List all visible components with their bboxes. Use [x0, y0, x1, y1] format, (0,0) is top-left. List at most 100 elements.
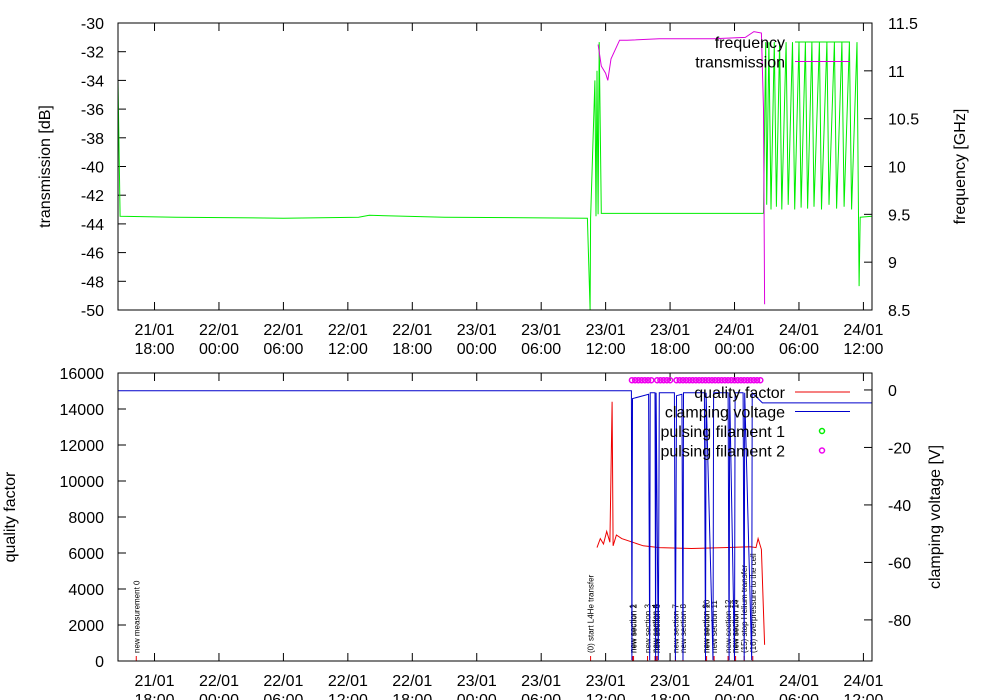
point — [666, 376, 674, 384]
x-tick-label-line: 22/01 — [263, 673, 303, 690]
x-tick-label-line: 23/01 — [521, 322, 561, 339]
y-axis-label: quality factor — [2, 471, 19, 562]
x-tick-label: 24/01 06:00 — [779, 322, 819, 358]
y-tick-label: -32 — [81, 45, 104, 62]
x-tick-label-line: 18:00 — [650, 341, 690, 358]
legend-symbol — [818, 447, 826, 454]
series-line — [118, 390, 872, 661]
x-tick-label: 23/01 12:00 — [586, 673, 626, 700]
point — [740, 376, 748, 384]
point — [750, 376, 758, 384]
x-tick-label-line: 24/01 — [843, 673, 883, 690]
point — [734, 376, 741, 384]
x-tick-label-line: 06:00 — [263, 692, 303, 700]
y-axis-label: transmission [dB] — [37, 105, 54, 228]
x-tick-label-line: 24/01 — [779, 673, 819, 690]
y-tick-label: 12000 — [60, 438, 105, 455]
point — [648, 376, 655, 384]
x-tick-label: 21/01 18:00 — [134, 322, 174, 358]
plot-border — [117, 372, 873, 662]
y2-tick-label: -40 — [888, 498, 911, 515]
point — [689, 376, 696, 384]
x-tick-label-line: 23/01 — [586, 673, 626, 690]
x-tick-label-line: 06:00 — [521, 692, 561, 700]
x-tick-label: 22/01 00:00 — [199, 322, 239, 358]
point — [695, 376, 703, 384]
x-tick-label: 24/01 00:00 — [714, 673, 754, 700]
point — [728, 376, 735, 384]
x-tick-label: 22/01 06:00 — [263, 673, 303, 700]
x-tick-label-line: 12:00 — [328, 692, 368, 700]
annotation: new measurement 0 — [132, 580, 141, 653]
series-line — [597, 31, 766, 305]
y2-tick-label: 8.5 — [888, 303, 910, 320]
y-tick-label: -44 — [81, 217, 104, 234]
legend-label: quality factor — [694, 385, 785, 402]
annotation: new section 10 — [703, 599, 712, 653]
x-tick-label-line: 18:00 — [392, 692, 432, 700]
y-tick-label: -48 — [81, 274, 104, 291]
x-tick-label: 22/01 18:00 — [392, 673, 432, 700]
y-tick-label: 4000 — [68, 582, 104, 599]
x-tick-label-line: 22/01 — [263, 322, 303, 339]
y2-tick-label: 9.5 — [888, 207, 910, 224]
y-tick-label: 6000 — [68, 546, 104, 563]
x-tick-label: 22/01 12:00 — [328, 673, 368, 700]
point — [673, 376, 680, 384]
point — [657, 376, 664, 384]
x-tick-label-line: 23/01 — [650, 322, 690, 339]
x-tick-label-line: 22/01 — [199, 673, 239, 690]
y-tick-label: 0 — [95, 654, 104, 671]
x-tick-label: 24/01 12:00 — [843, 673, 883, 700]
point — [731, 376, 738, 384]
x-tick-label-line: 22/01 — [199, 322, 239, 339]
x-tick-label: 23/01 00:00 — [457, 322, 497, 358]
x-tick-label: 24/01 00:00 — [714, 322, 754, 358]
annotation: new section 5 — [652, 604, 661, 653]
y2-axis-label: frequency [GHz] — [952, 109, 969, 225]
x-tick-label-line: 18:00 — [134, 692, 174, 700]
y-tick-label: -40 — [81, 160, 104, 177]
legend-label: transmission — [695, 55, 785, 72]
x-tick-label-line: 22/01 — [328, 322, 368, 339]
x-tick-label-line: 18:00 — [650, 692, 690, 700]
y-tick-label: 16000 — [60, 366, 105, 383]
x-tick-label-line: 00:00 — [457, 692, 497, 700]
y-tick-label: 14000 — [60, 402, 105, 419]
x-tick-label-line: 06:00 — [521, 341, 561, 358]
point — [753, 376, 761, 384]
point — [715, 376, 722, 384]
point — [757, 376, 764, 384]
y-tick-label: -36 — [81, 102, 104, 119]
y2-tick-label: -20 — [888, 440, 911, 457]
x-tick-label-line: 24/01 — [714, 673, 754, 690]
y2-tick-label: 10 — [888, 160, 906, 177]
point — [702, 376, 709, 384]
y-tick-label: 10000 — [60, 474, 105, 491]
y-tick-label: 8000 — [68, 510, 104, 527]
x-tick-label-line: 23/01 — [650, 673, 690, 690]
y2-tick-label: 11 — [888, 64, 905, 81]
legend-label: frequency — [715, 35, 785, 52]
x-tick-label: 23/01 00:00 — [457, 673, 497, 700]
point — [711, 376, 719, 384]
x-tick-label-line: 22/01 — [328, 673, 368, 690]
y-tick-label: -50 — [81, 303, 104, 320]
point — [631, 376, 639, 384]
legend-symbol — [818, 427, 826, 435]
x-tick-label-line: 00:00 — [457, 341, 497, 358]
x-tick-label: 23/01 12:00 — [586, 322, 626, 358]
point — [641, 376, 649, 384]
y2-tick-label: -60 — [888, 555, 911, 572]
y-tick-label: 2000 — [68, 618, 104, 635]
x-tick-label: 21/01 18:00 — [134, 673, 174, 700]
x-tick-label-line: 12:00 — [328, 341, 368, 358]
annotation: new section 3 — [644, 604, 653, 653]
x-tick-label-line: 23/01 — [457, 322, 497, 339]
point — [737, 376, 745, 384]
y2-tick-label: 11.5 — [888, 16, 918, 33]
point — [699, 376, 706, 384]
x-tick-label-line: 12:00 — [843, 341, 883, 358]
x-tick-label-line: 12:00 — [586, 692, 626, 700]
